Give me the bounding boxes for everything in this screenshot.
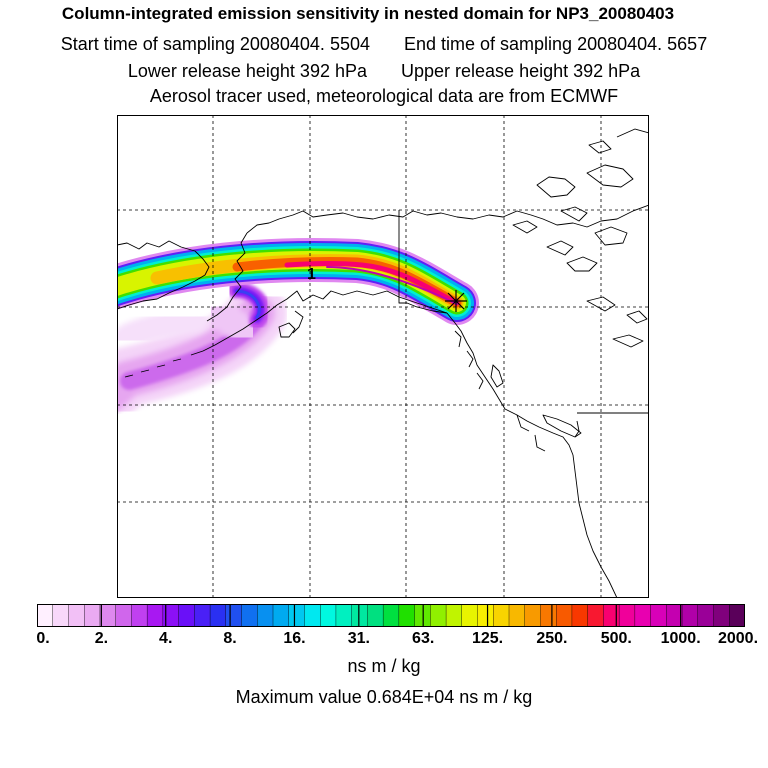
colorbar-tick-labels: 0. 2. 4. 8. 16. 31. 63. 125. 250. 500. 1000. 2000. [0,630,768,652]
colorbar-tick-label: 2000. [717,630,759,647]
colorbar-cell [729,604,745,627]
colorbar-cell [697,604,715,627]
lower-release-height: Lower release height 392 hPa [127,61,367,81]
colorbar-cell [461,604,479,627]
colorbar-cell [524,604,541,627]
colorbar-cell [241,604,258,627]
colorbar-tick-label: 2. [94,630,109,647]
sampling-times: Start time of sampling 20080404. 5504 End… [0,34,768,55]
colorbar-cell [335,604,353,627]
colorbar-cell [430,604,447,627]
colorbar-cell [666,604,683,627]
colorbar-cell [493,604,510,627]
maximum-value: Maximum value 0.684E+04 ns m / kg [235,687,533,707]
colorbar-cell [272,604,290,627]
colorbar-cell [477,604,494,627]
colorbar-tick-label: 250. [536,630,568,647]
colorbar-cell [320,604,337,627]
colorbar-cell [445,604,463,627]
colorbar-cell [178,604,195,627]
colorbar-cell [587,604,604,627]
release-heights: Lower release height 392 hPa Upper releas… [0,61,768,82]
end-sampling-time: End time of sampling 20080404. 5657 [403,34,708,54]
colorbar-cell [131,604,148,627]
colorbar-cell [37,604,54,627]
colorbar-cell [571,604,589,627]
tracer-info: Aerosol tracer used, meteorological data… [149,86,619,106]
colorbar-tick-label: 125. [471,630,504,647]
colorbar-cell [115,604,132,627]
colorbar-units: ns m / kg [347,656,421,676]
emission-sensitivity-map: 1 [117,115,649,598]
colorbar-cell [194,604,211,627]
colorbar-cell [225,604,243,627]
plume-main-branch [117,238,479,325]
colorbar-cell [681,604,699,627]
colorbar-tick-label: 8. [223,630,237,647]
colorbar-tick-label: 31. [347,630,370,647]
colorbar-cell [351,604,368,627]
colorbar-cell [556,604,573,627]
colorbar-cell [209,604,227,627]
colorbar-tick-label: 4. [159,630,173,647]
colorbar-cell [304,604,321,627]
colorbar-tick-label: 0. [36,630,50,647]
map-graticule [117,115,649,598]
colorbar-cell [713,604,730,627]
colorbar-cell [288,604,305,627]
coastlines [117,128,649,598]
colorbar-cell [146,604,164,627]
plume-contour-label: 1 [307,266,316,283]
start-sampling-time: Start time of sampling 20080404. 5504 [60,34,370,54]
colorbar-cell [508,604,526,627]
colorbar-frame [37,604,745,627]
asterisk-icon [445,290,467,312]
colorbar-cell [634,604,652,627]
colorbar-cell [618,604,636,627]
colorbar-tick-label: 500. [600,630,632,647]
colorbar [37,604,745,627]
colorbar-cell [68,604,85,627]
colorbar-cell [257,604,274,627]
colorbar-tick-label: 1000. [660,630,701,647]
colorbar-cell [650,604,667,627]
colorbar-cell [367,604,384,627]
colorbar-cell [52,604,69,627]
colorbar-cell [603,604,620,627]
colorbar-cell [99,604,117,627]
colorbar-cell [84,604,101,627]
colorbar-tick-label: 63. [412,630,435,647]
colorbar-cell [382,604,400,627]
plot-title: Column-integrated emission sensitivity i… [61,4,675,23]
colorbar-tick-label: 16. [283,630,306,647]
upper-release-height: Upper release height 392 hPa [401,61,641,81]
colorbar-cell [540,604,557,627]
colorbar-cell [398,604,416,627]
map-frame [117,115,649,598]
